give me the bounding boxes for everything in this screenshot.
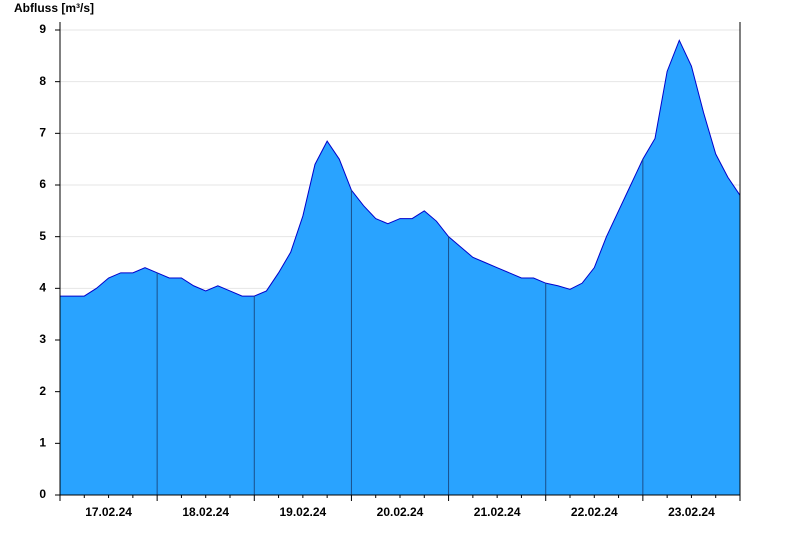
y-axis-label: Abfluss [m³/s]: [14, 1, 94, 15]
x-tick-label: 18.02.24: [182, 505, 229, 519]
y-tick-label: 8: [39, 74, 46, 88]
x-tick-label: 22.02.24: [571, 505, 618, 519]
y-tick-label: 0: [39, 487, 46, 501]
y-tick-label: 7: [39, 126, 46, 140]
x-tick-label: 19.02.24: [279, 505, 326, 519]
y-tick-label: 4: [39, 281, 46, 295]
y-tick-label: 2: [39, 384, 46, 398]
y-tick-label: 6: [39, 177, 46, 191]
x-tick-label: 17.02.24: [85, 505, 132, 519]
y-tick-label: 1: [39, 436, 46, 450]
y-tick-label: 9: [39, 22, 46, 36]
x-tick-label: 23.02.24: [668, 505, 715, 519]
x-tick-label: 21.02.24: [474, 505, 521, 519]
area: [60, 40, 740, 495]
y-tick-label: 3: [39, 332, 46, 346]
x-tick-label: 20.02.24: [377, 505, 424, 519]
line: [60, 39, 741, 297]
y-tick-label: 5: [39, 229, 46, 243]
